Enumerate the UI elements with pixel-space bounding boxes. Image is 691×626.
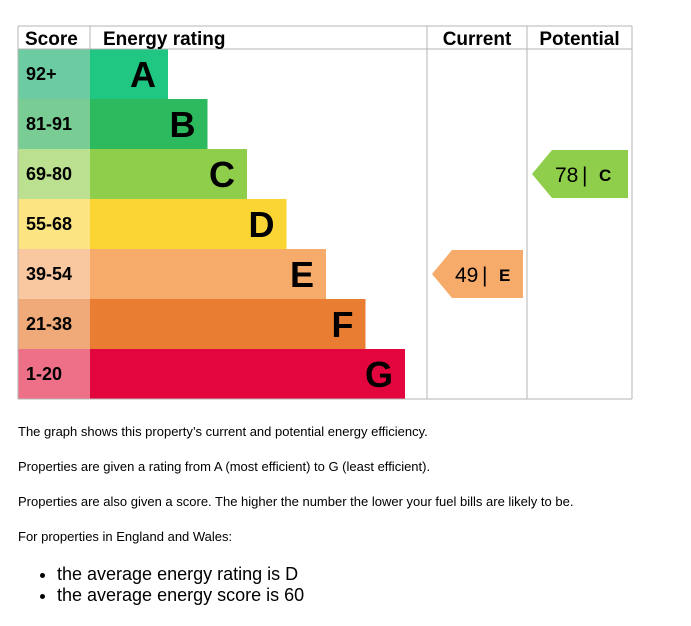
score-range-f: 21-38 [26,314,72,334]
current-arrow [432,250,523,298]
potential-score: 78 [555,164,578,187]
potential-separator: | [582,164,587,187]
potential-letter: C [599,166,611,185]
averages-list: the average energy rating is D the avera… [20,564,304,606]
average-score-item: the average energy score is 60 [57,585,304,606]
rating-bar-b [90,99,208,149]
score-range-d: 55-68 [26,214,72,234]
rating-bar-g [90,349,405,399]
rating-letter-d: D [249,204,275,245]
score-range-b: 81-91 [26,114,72,134]
rating-letter-e: E [290,254,314,295]
header-current: Current [443,29,512,50]
rating-letter-b: B [170,104,196,145]
rating-letter-g: G [365,354,393,395]
score-range-g: 1-20 [26,364,62,384]
energy-rating-chart: 92+ A 81-91 B 69-80 C 55-68 D 39-54 E 21-38 F 1-20 G S… [17,25,633,400]
score-range-e: 39-54 [26,264,72,284]
rating-bar-f [90,299,366,349]
rating-bar-e [90,249,326,299]
rating-letter-f: F [332,304,354,345]
score-description: Properties are also given a score. The h… [18,494,574,509]
current-score: 49 [455,264,478,287]
score-range-a: 92+ [26,64,57,84]
rating-letter-c: C [209,154,235,195]
score-cell-d [18,199,90,249]
average-rating-item: the average energy rating is D [57,564,304,585]
current-letter: E [499,266,510,285]
potential-arrow [532,150,628,198]
header-energy-rating: Energy rating [103,29,225,50]
score-cell-f [18,299,90,349]
score-cell-e [18,249,90,299]
rating-description: Properties are given a rating from A (mo… [18,459,431,474]
score-cell-b [18,99,90,149]
header-potential: Potential [539,29,619,50]
rating-bar-d [90,199,287,249]
score-cell-c [18,149,90,199]
score-cell-g [18,349,90,399]
score-cell-a [18,49,90,99]
current-separator: | [482,264,487,287]
header-score: Score [25,29,78,50]
graph-description: The graph shows this property’s current … [18,424,428,439]
region-note: For properties in England and Wales: [18,529,233,544]
rating-bar-a [90,49,168,99]
rating-letter-a: A [130,54,156,95]
rating-bar-c [90,149,247,199]
score-range-c: 69-80 [26,164,72,184]
